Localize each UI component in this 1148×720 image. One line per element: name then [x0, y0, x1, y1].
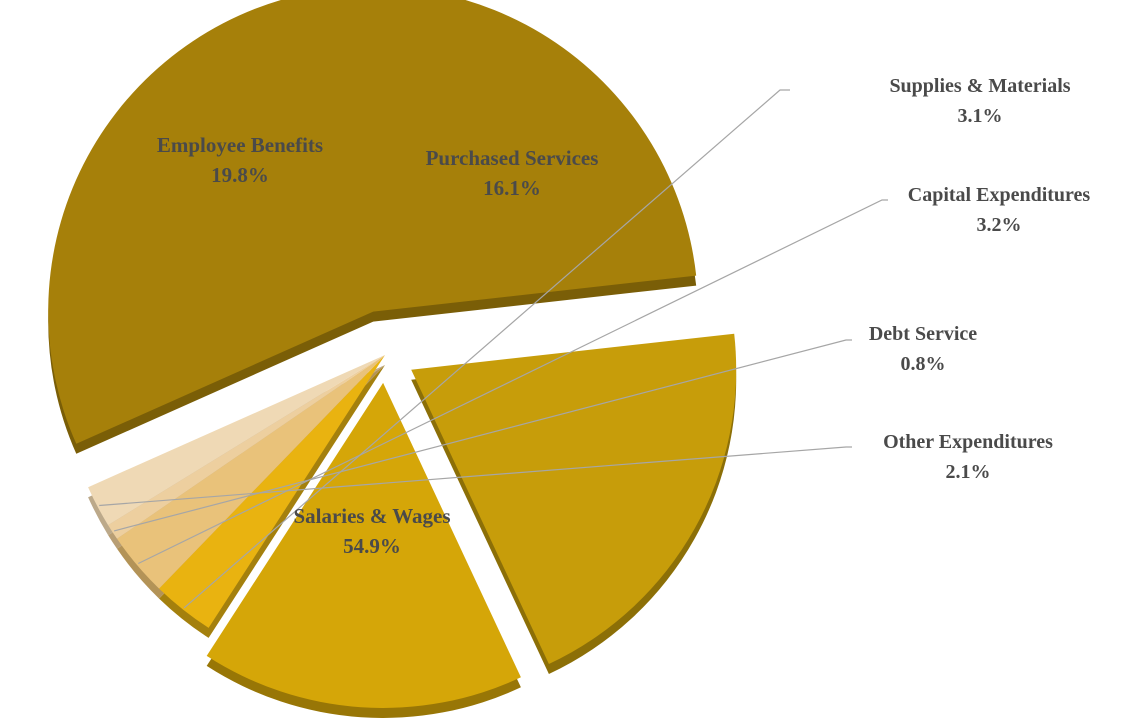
slice-label-capital-expenditures: Capital Expenditures 3.2%	[908, 184, 1091, 236]
slice-label-percent: 3.1%	[958, 105, 1003, 127]
slice-label-percent: 19.8%	[211, 163, 269, 187]
pie-slice-capital-expenditures	[117, 355, 385, 589]
slice-label-name: Salaries & Wages	[293, 504, 450, 528]
slice-label-name: Employee Benefits	[157, 133, 323, 157]
pie-slice-employee-benefits	[411, 333, 737, 664]
leader-line-supplies-materials	[183, 89, 790, 609]
leader-lines	[99, 89, 888, 609]
leader-line-other-expenditures	[99, 446, 852, 507]
slice-label-percent: 54.9%	[343, 534, 401, 558]
slice-label-percent: 2.1%	[946, 461, 991, 483]
slice-label-salaries-wages: Salaries & Wages 54.9%	[293, 504, 450, 558]
slice-label-percent: 3.2%	[977, 214, 1022, 236]
pie-slice-tops	[48, 0, 737, 708]
pie-slice-other-expenditures	[88, 355, 385, 526]
pie-slice-salaries-wages	[48, 0, 697, 444]
slice-label-purchased-services: Purchased Services 16.1%	[426, 146, 599, 200]
leader-line-capital-expenditures	[138, 199, 888, 565]
slice-label-percent: 0.8%	[901, 353, 946, 375]
slice-label-employee-benefits: Employee Benefits 19.8%	[157, 133, 323, 187]
pie-slice-purchased-services	[206, 382, 521, 708]
slice-label-name: Supplies & Materials	[889, 75, 1070, 97]
slice-label-name: Purchased Services	[426, 146, 599, 170]
slice-label-debt-service: Debt Service 0.8%	[869, 323, 977, 375]
slice-label-name: Capital Expenditures	[908, 184, 1091, 206]
slice-label-percent: 16.1%	[483, 176, 541, 200]
slice-label-name: Debt Service	[869, 323, 977, 345]
slice-label-name: Other Expenditures	[883, 431, 1053, 453]
slice-label-other-expenditures: Other Expenditures 2.1%	[883, 431, 1053, 483]
slice-labels: Salaries & Wages 54.9% Employee Benefits 19…	[157, 75, 1091, 558]
slice-label-supplies-materials: Supplies & Materials 3.1%	[889, 75, 1070, 127]
leader-line-debt-service	[113, 339, 852, 532]
pie-slice-debt-service	[108, 355, 385, 539]
